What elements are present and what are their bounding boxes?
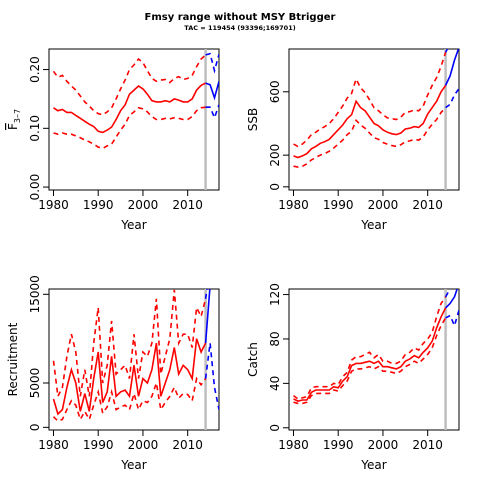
series-lower-line <box>293 107 447 168</box>
plot-frame <box>288 288 460 431</box>
y-tick-label: 15000 <box>28 275 42 313</box>
series-proj-lower-line <box>445 309 459 328</box>
series-group <box>52 289 219 430</box>
series-proj-upper-line <box>205 52 219 74</box>
y-axis-label-main: F <box>6 123 20 130</box>
y-tick-label: 0.10 <box>28 115 42 142</box>
plot-frame <box>48 288 220 431</box>
x-axis-label: Year <box>360 458 386 472</box>
panel-ssb-plot: 1980 1990 2000 2010 0 200 600 Year SSB <box>246 48 460 232</box>
y-tick-label: 5000 <box>28 368 42 399</box>
x-tick-label: 1990 <box>83 198 114 212</box>
x-tick-label: 2000 <box>368 438 399 452</box>
y-axis-label-main: SSB <box>246 108 260 131</box>
x-tick-label: 1990 <box>83 438 114 452</box>
y-tick-label: 0.20 <box>28 56 42 83</box>
x-tick-label: 1990 <box>323 438 354 452</box>
series-proj-median-line <box>445 289 458 309</box>
y-tick-label: 80 <box>268 331 282 346</box>
figure-subtitle: TAC = 119454 (93396;169701) <box>184 24 295 32</box>
series-group <box>293 289 459 430</box>
y-tick-label: 40 <box>268 376 282 391</box>
series-proj-lower-line <box>204 342 219 410</box>
y-tick-label: 0.00 <box>28 174 42 201</box>
series-upper-line <box>52 289 207 400</box>
series-median-line <box>52 338 207 416</box>
plot-frame <box>48 48 220 191</box>
x-tick-label: 1990 <box>323 198 354 212</box>
y-axis-label: Catch <box>246 342 260 377</box>
series-group <box>293 49 459 190</box>
series-upper-line <box>293 51 447 148</box>
y-axis-label-subscript: 3–7 <box>13 109 22 123</box>
panel-f-plot: 1980 1990 2000 2010 0.00 0.10 0.20 Year F3–7 <box>6 48 220 232</box>
y-axis-label-main: Catch <box>246 342 260 377</box>
series-median-line <box>293 307 447 402</box>
y-tick-label: 0 <box>268 183 282 191</box>
series-proj-lower-line <box>445 88 459 109</box>
figure-title: Fmsy range without MSY Btrigger <box>145 12 336 23</box>
series-lower-line <box>293 317 447 405</box>
series-proj-upper-line <box>204 289 208 299</box>
x-tick-label: 2010 <box>172 198 203 212</box>
y-axis-label-main: Recruitment <box>6 322 20 396</box>
y-tick-label: 200 <box>268 144 282 167</box>
series-upper-line <box>293 296 447 400</box>
series-group <box>52 49 219 190</box>
panel-catch-plot: 1980 1990 2000 2010 0 40 80 120 Year Catch <box>246 283 460 472</box>
series-lower-line <box>52 376 207 423</box>
x-tick-label: 2000 <box>128 198 159 212</box>
plot-frame <box>288 48 460 191</box>
series-proj-median-line <box>204 289 211 344</box>
x-tick-label: 2010 <box>412 438 443 452</box>
x-tick-label: 1980 <box>38 198 69 212</box>
series-lower-line <box>53 106 206 150</box>
y-axis-label: Recruitment <box>6 322 20 396</box>
x-tick-label: 1980 <box>278 198 309 212</box>
series-upper-line <box>52 54 207 116</box>
y-axis-label: SSB <box>246 108 260 131</box>
y-tick-label: 0 <box>268 424 282 432</box>
x-tick-label: 2010 <box>172 438 203 452</box>
x-tick-label: 1980 <box>278 438 309 452</box>
panel-recruitment-plot: 1980 1990 2000 2010 0 5000 15000 Year Recruitmen… <box>6 275 220 472</box>
x-tick-label: 2000 <box>128 438 159 452</box>
x-tick-label: 2010 <box>412 198 443 212</box>
x-tick-label: 2000 <box>368 198 399 212</box>
y-tick-label: 0 <box>28 424 42 432</box>
series-median-line <box>53 82 206 134</box>
y-tick-label: 600 <box>268 80 282 103</box>
x-axis-label: Year <box>120 218 146 232</box>
x-axis-label: Year <box>120 458 146 472</box>
y-tick-label: 120 <box>268 283 282 306</box>
x-axis-label: Year <box>360 218 386 232</box>
series-proj-lower-line <box>205 104 219 120</box>
series-proj-upper-line <box>444 289 452 298</box>
series-median-line <box>293 84 447 159</box>
y-axis-label: F3–7 <box>6 109 22 130</box>
x-tick-label: 1980 <box>38 438 69 452</box>
series-proj-median-line <box>205 81 219 101</box>
series-proj-median-line <box>444 49 459 86</box>
